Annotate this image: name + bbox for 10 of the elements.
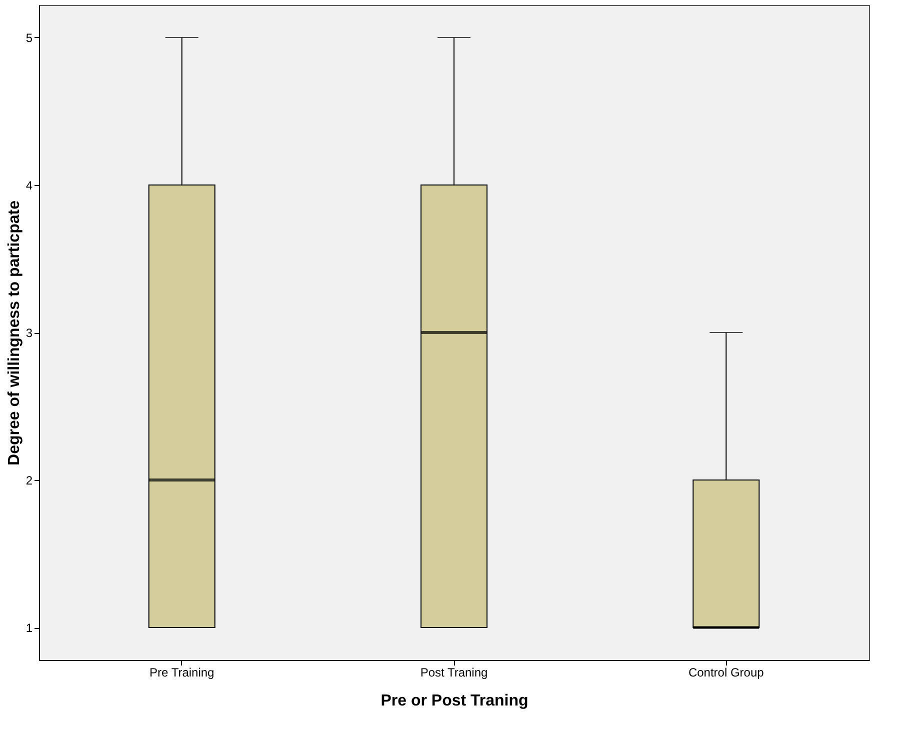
y-tick-label: 5 [26, 30, 33, 45]
x-axis-title: Pre or Post Traning [380, 692, 528, 710]
y-tick-label: 3 [26, 326, 33, 340]
y-axis-title: Degree of willingness to particpate [6, 200, 23, 466]
x-tick-label: Control Group [688, 666, 764, 680]
y-tick-label: 2 [26, 474, 33, 488]
x-tick-label: Post Traning [420, 666, 488, 680]
y-tick-label: 4 [26, 178, 33, 192]
y-tick-label: 1 [26, 621, 33, 636]
x-tick-label: Pre Training [150, 666, 214, 680]
